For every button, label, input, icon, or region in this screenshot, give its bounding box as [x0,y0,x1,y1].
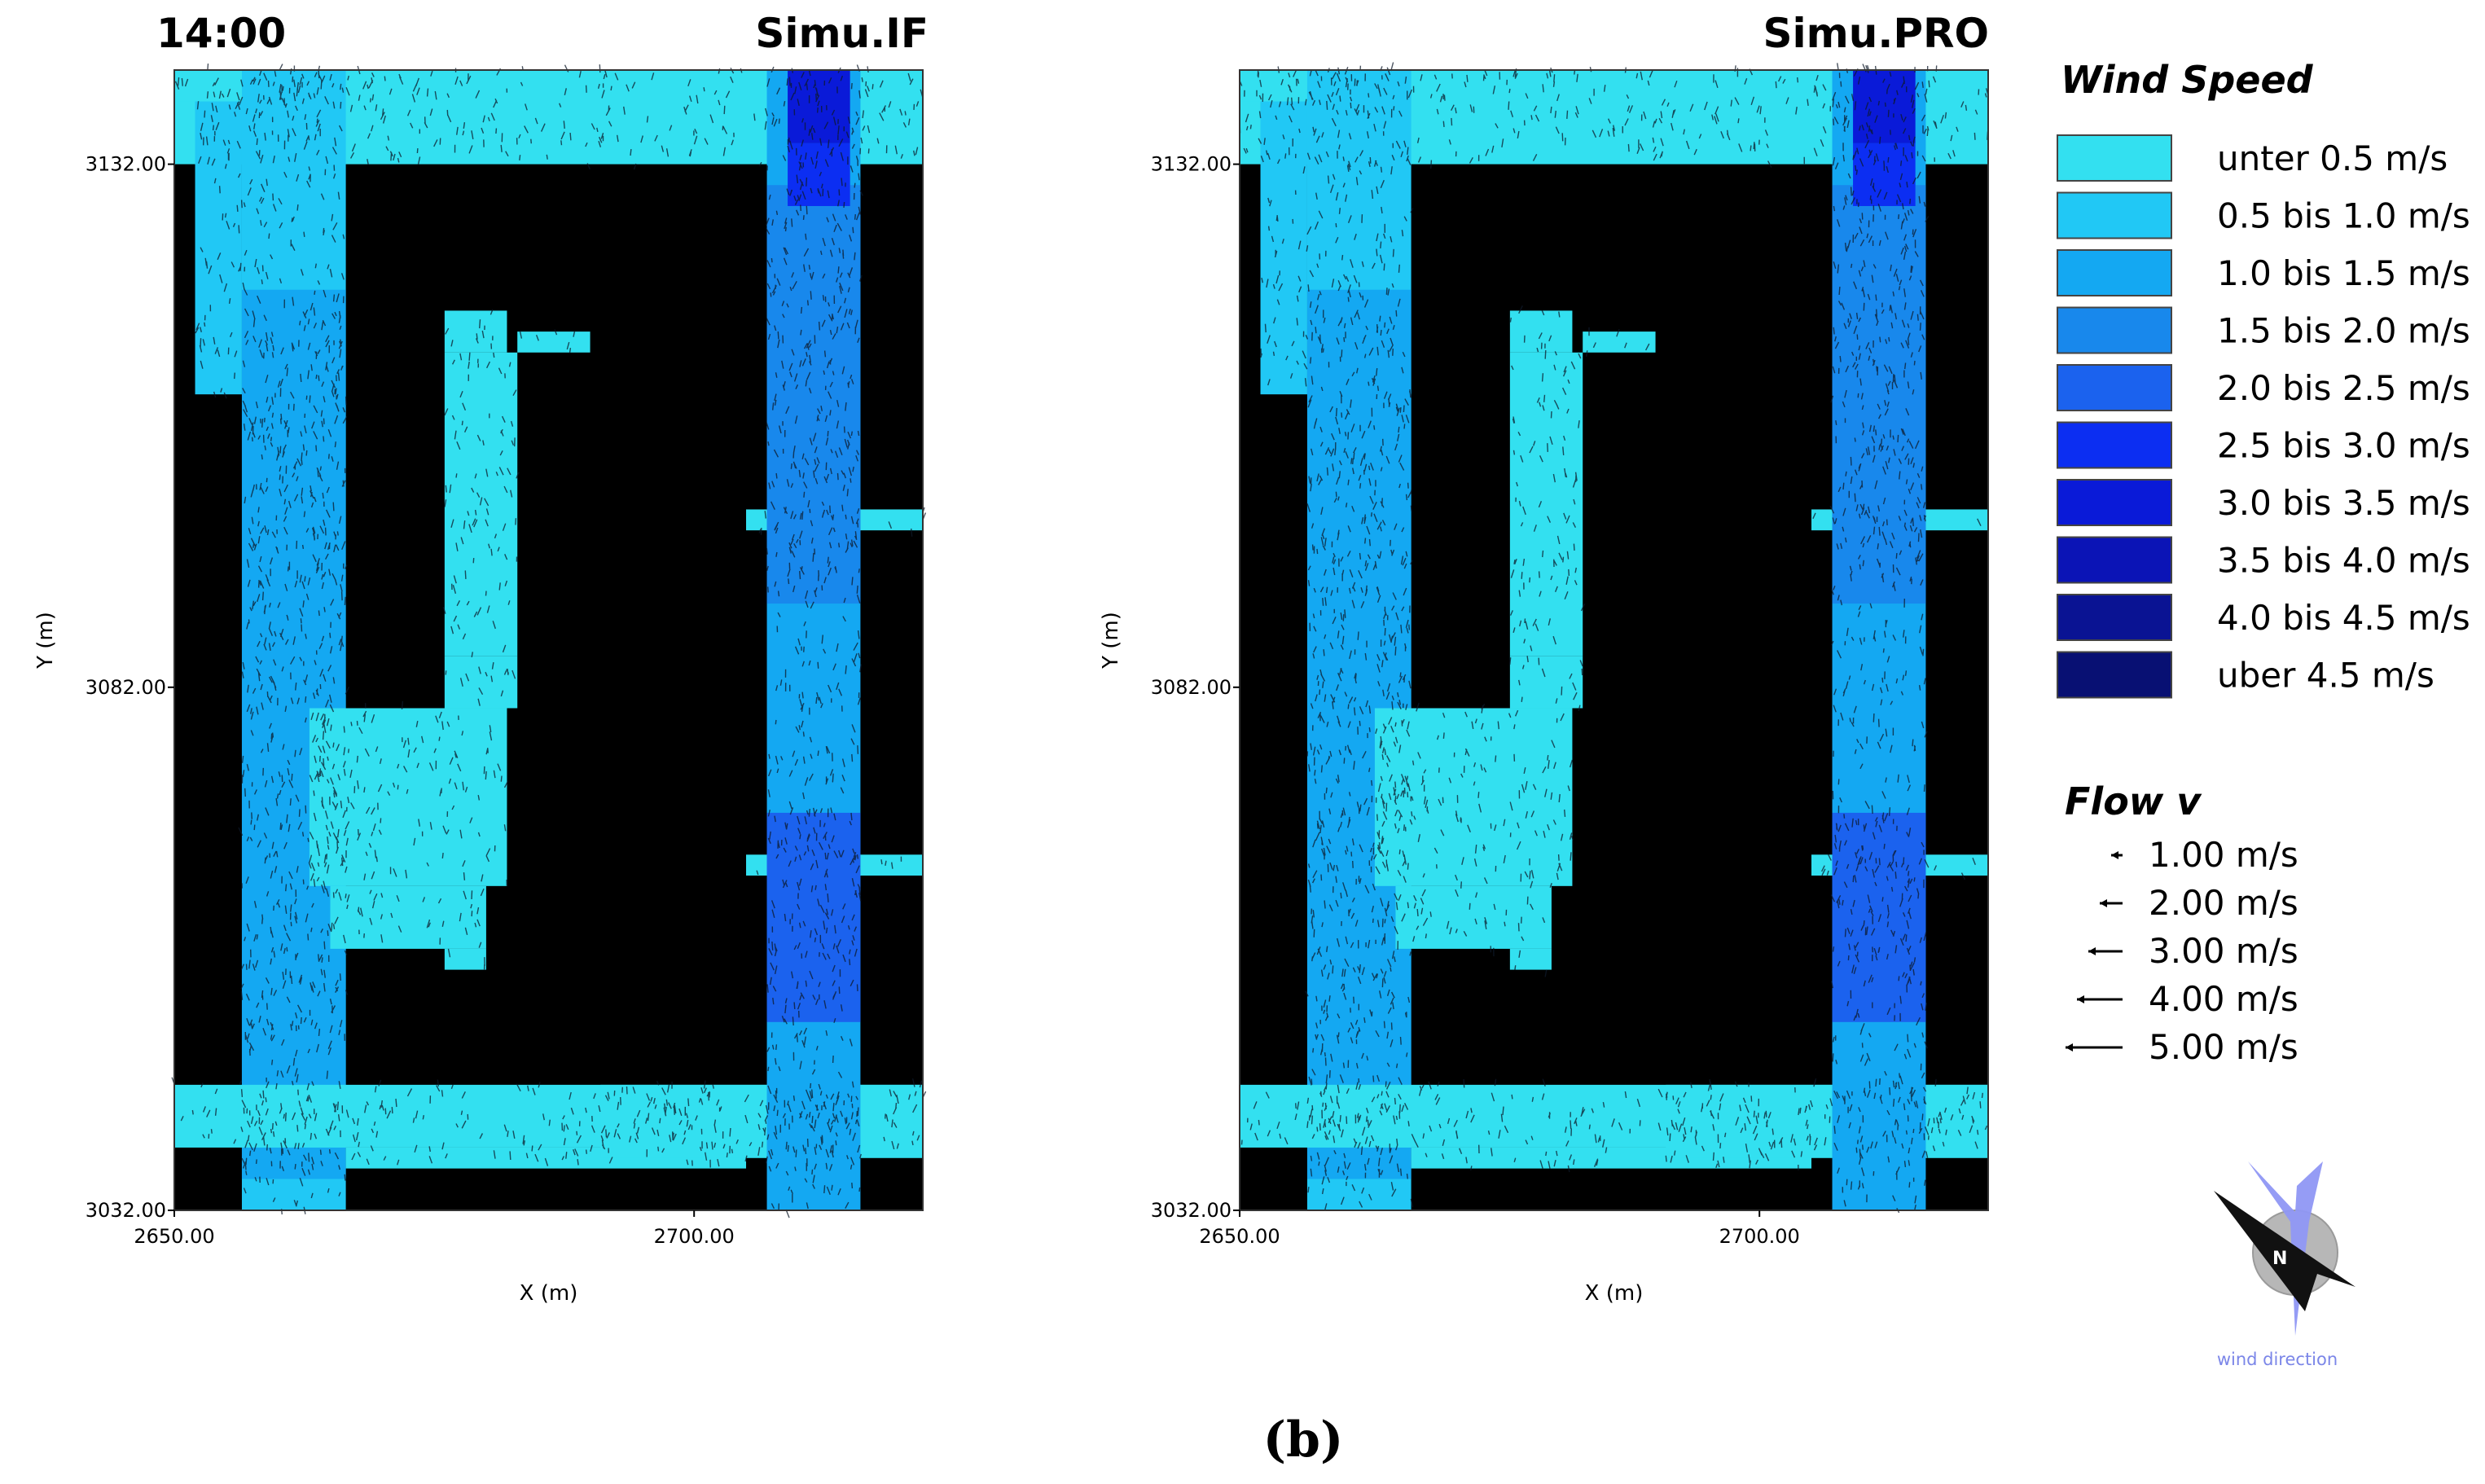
wind-speed-cell [517,331,591,353]
x-axis-label: X (m) [1585,1281,1644,1306]
legend-label: unter 0.5 m/s [2217,138,2448,178]
wind-speed-cell [1832,185,1926,604]
x-tick-label: 2650.00 [134,1225,214,1248]
wind-speed-cell [1509,656,1583,709]
wind-speed-cell [1666,1084,1988,1158]
wind-arrow-shape [2248,1161,2323,1336]
wind-speed-cell [1509,352,1583,656]
legend-swatch [2057,134,2172,182]
flow-legend-label: 3.00 m/s [2149,931,2298,971]
plot-area [1239,62,1989,1214]
wind-speed-cell [444,948,486,970]
wind-speed-cell [766,185,861,604]
wind-speed-cell [1509,948,1552,970]
compass-caption: wind direction [2217,1350,2338,1369]
wind-speed-cell [1832,812,1926,1022]
y-axis-label: Y (m) [33,612,58,670]
y-tick-label: 3082.00 [86,676,166,699]
flow-legend-label: 4.00 m/s [2149,979,2298,1019]
flow-legend-arrowhead [2111,851,2118,859]
panel-simu-pro: Simu.PRO 3032.00 3082.00 3132.00 2650.00 270… [1099,10,1989,1306]
flow-legend: Flow v 1.00 m/s 2.00 m/s 3.00 m/s 4.00 m/s 5… [2065,779,2298,1067]
legend-label: 1.5 bis 2.0 m/s [2217,311,2470,351]
time-label: 14:00 [156,10,286,57]
y-tick-label: 3032.00 [1151,1199,1232,1222]
wind-speed-cell [1260,101,1307,395]
legend-label: 3.5 bis 4.0 m/s [2217,541,2470,581]
wind-speed-legend-title: Wind Speed [2061,58,2314,102]
legend-swatch [2057,249,2172,296]
legend-swatch [2057,594,2172,641]
legend-swatch [2057,536,2172,584]
legend-label: 3.0 bis 3.5 m/s [2217,483,2470,523]
x-tick-label: 2700.00 [1719,1225,1800,1248]
wind-direction-compass: N wind direction [2214,1161,2355,1369]
wind-speed-cell [444,656,518,709]
y-tick-label: 3132.00 [1151,153,1232,176]
wind-speed-cell [195,101,242,395]
legend-swatch [2057,651,2172,699]
flow-legend-arrowhead [2077,995,2084,1003]
panel-simu-if: Simu.IF 3032.00 3082.00 3132.00 2650.00 2700… [33,10,929,1306]
plot-frame [1239,69,1989,1211]
legend-swatch [2057,421,2172,469]
y-axis-label: Y (m) [1099,612,1123,670]
y-tick-label: 3032.00 [86,1199,166,1222]
legend-label: 0.5 bis 1.0 m/s [2217,196,2470,236]
panel-title: Simu.IF [755,10,929,57]
wind-speed-cell [444,352,518,656]
wind-speed-cell [330,885,486,949]
north-arrow-icon [2214,1191,2355,1311]
legend-label: uber 4.5 m/s [2217,656,2435,696]
legend-label: 2.0 bis 2.5 m/s [2217,368,2470,408]
figure-caption: (b) [1263,1412,1344,1469]
flow-legend-label: 1.00 m/s [2149,835,2298,875]
wind-speed-cell [1395,885,1552,949]
legend-swatch [2057,479,2172,526]
north-label: N [2272,1249,2287,1269]
axes: 3032.00 3082.00 3132.00 2650.00 2700.00 X (m)… [33,69,924,1306]
y-tick-label: 3082.00 [1151,676,1232,699]
wind-speed-cell [444,310,507,353]
flow-vectors [1239,62,1989,1214]
flow-legend-arrowhead [2100,899,2107,907]
flow-legend-arrowhead [2088,947,2096,955]
y-tick-label: 3132.00 [86,153,166,176]
wind-speed-cell [1853,143,1916,206]
flow-legend-label: 2.00 m/s [2149,883,2298,923]
wind-speed-cell [788,70,850,143]
flow-vectors [171,64,927,1218]
wind-speed-legend: Wind Speed unter 0.5 m/s 0.5 bis 1.0 m/s 1… [2057,58,2470,699]
wind-speed-cell [309,708,507,886]
legend-swatch [2057,364,2172,411]
panel-title: Simu.PRO [1763,10,1990,57]
plot-frame [173,69,924,1211]
wind-speed-cell [766,812,861,1022]
wind-speed-cell [1583,331,1656,353]
flow-legend-arrowhead [2066,1043,2073,1052]
legend-label: 1.0 bis 1.5 m/s [2217,253,2470,293]
legend-swatch [2057,191,2172,239]
wind-speed-cell [1853,70,1916,143]
legend-label: 4.0 bis 4.5 m/s [2217,598,2470,638]
legend-label: 2.5 bis 3.0 m/s [2217,426,2470,466]
plot-area [171,64,927,1218]
legend-swatch [2057,306,2172,354]
flow-legend-label: 5.00 m/s [2149,1027,2298,1067]
x-axis-label: X (m) [520,1281,578,1306]
x-tick-label: 2700.00 [654,1225,735,1248]
x-tick-label: 2650.00 [1199,1225,1280,1248]
axes: 3032.00 3082.00 3132.00 2650.00 2700.00 X (m)… [1099,69,1989,1306]
flow-legend-title: Flow v [2065,779,2202,823]
